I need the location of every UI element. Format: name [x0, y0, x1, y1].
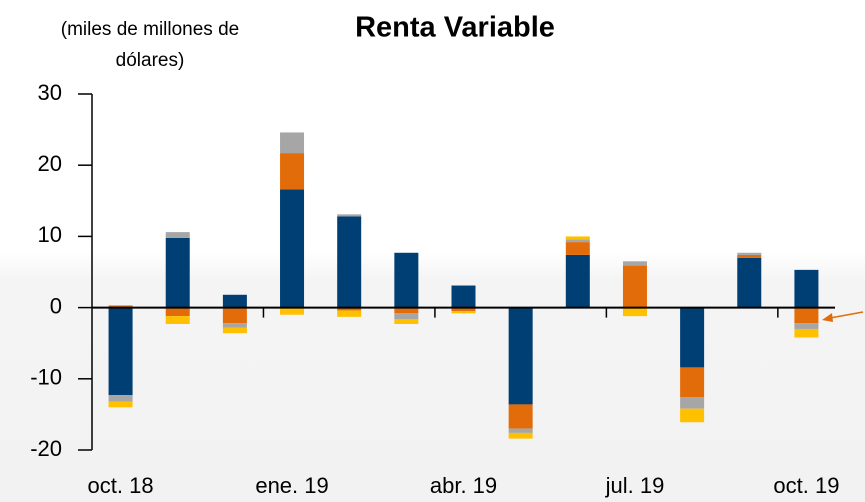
bar-segment — [108, 401, 133, 408]
bar-segment — [222, 323, 247, 328]
y-tick-label: 30 — [38, 80, 62, 105]
bar-segment — [222, 294, 247, 308]
bar-segment — [622, 261, 647, 266]
bar-segment — [794, 269, 819, 308]
bar-segment — [165, 237, 190, 308]
bar-segment — [794, 328, 819, 338]
bar-segment — [280, 132, 305, 154]
bar-segment — [394, 252, 419, 308]
x-tick-label: ene. 19 — [255, 473, 328, 498]
bar-segment — [394, 318, 419, 324]
bar-segment — [565, 242, 590, 255]
x-tick-label: jul. 19 — [605, 473, 665, 498]
bar-segment — [222, 307, 247, 324]
y-tick-label: 20 — [38, 151, 62, 176]
bar-segment — [680, 408, 705, 423]
bar-segment — [337, 216, 362, 308]
annotation-arrow — [822, 311, 864, 322]
bar-segment — [108, 305, 133, 308]
bar-segment — [565, 254, 590, 308]
bar-segment — [737, 257, 762, 308]
bar-segment — [508, 404, 533, 429]
x-tick-label: abr. 19 — [430, 473, 497, 498]
bar-segment — [394, 313, 419, 319]
bar-segment — [451, 307, 476, 312]
bar-segment — [108, 395, 133, 402]
bar-segment — [508, 428, 533, 433]
subtitle: (miles de millones de — [61, 19, 239, 40]
x-tick-label: oct. 18 — [88, 473, 154, 498]
bar-segment — [280, 307, 305, 315]
y-tick-label: 0 — [50, 293, 62, 318]
bar-segment — [337, 307, 362, 311]
bar-segment — [165, 307, 190, 317]
subtitle: dólares) — [116, 50, 185, 71]
bar-segment — [680, 367, 705, 398]
y-tick-label: -10 — [30, 365, 62, 390]
bar-segment — [565, 236, 590, 240]
bar-segment — [280, 153, 305, 190]
bar-segment — [394, 307, 419, 314]
bar-segment — [165, 316, 190, 324]
bar-segment — [622, 265, 647, 308]
bar-segment — [451, 311, 476, 314]
x-tick-label: oct. 19 — [773, 473, 839, 498]
bar-segment — [680, 397, 705, 409]
chart-title: Renta Variable — [355, 12, 555, 44]
bar-segment — [337, 310, 362, 317]
bar-segment — [108, 307, 133, 396]
bar-segment — [737, 254, 762, 258]
bar-segment — [794, 323, 819, 329]
y-tick-label: 10 — [38, 222, 62, 247]
bar-segment — [165, 232, 190, 238]
bar-segment — [680, 307, 705, 368]
bar-segment — [451, 285, 476, 308]
bar-segment — [280, 189, 305, 308]
bar-segment — [622, 307, 647, 317]
bar-segment — [222, 327, 247, 334]
bar-segment — [337, 214, 362, 217]
bar-segment — [508, 432, 533, 439]
bar-segment — [737, 252, 762, 255]
bar-segment — [508, 307, 533, 405]
bar-segment — [794, 307, 819, 324]
bar-segment — [565, 239, 590, 243]
y-tick-label: -20 — [30, 436, 62, 461]
